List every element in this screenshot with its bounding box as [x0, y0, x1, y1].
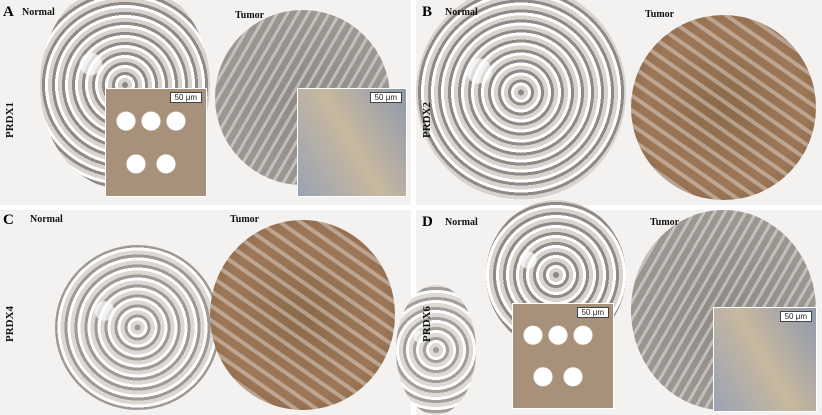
- protein-label: PRDX2: [421, 101, 433, 138]
- normal-tissue-core: [416, 0, 626, 200]
- panel-c: [0, 210, 411, 415]
- panel-label: A: [3, 4, 14, 20]
- tumor-label: Tumor: [645, 9, 675, 20]
- normal-tissue-core: [55, 245, 220, 410]
- panel-label: C: [3, 212, 14, 228]
- normal-inset: 50 μm: [105, 88, 207, 197]
- tumor-inset: 50 μm: [713, 307, 817, 412]
- panel-d: 50 μm 50 μm: [396, 200, 822, 415]
- protein-label: PRDX6: [421, 305, 433, 342]
- normal-label: Normal: [30, 214, 63, 225]
- panel-a: 50 μm 50 μm: [0, 0, 411, 205]
- normal-inset: 50 μm: [512, 303, 614, 409]
- panel-label: D: [422, 214, 433, 230]
- normal-label: Normal: [445, 7, 478, 18]
- protein-label: PRDX4: [4, 305, 16, 342]
- tumor-tissue-core: [210, 220, 395, 410]
- tumor-label: Tumor: [235, 10, 265, 21]
- tumor-inset: 50 μm: [297, 88, 407, 197]
- tumor-label: Tumor: [230, 214, 260, 225]
- tumor-label: Tumor: [650, 217, 680, 228]
- scale-bar: 50 μm: [169, 92, 202, 103]
- panel-label: B: [422, 4, 433, 20]
- normal-tissue-fragment: [396, 285, 476, 415]
- tumor-tissue-core: [631, 15, 816, 200]
- normal-label: Normal: [22, 7, 55, 18]
- scale-bar: 50 μm: [779, 311, 812, 322]
- scale-bar: 50 μm: [576, 307, 609, 318]
- protein-label: PRDX1: [4, 101, 16, 138]
- scale-bar: 50 μm: [369, 92, 402, 103]
- panel-b: [416, 0, 822, 205]
- normal-label: Normal: [445, 217, 478, 228]
